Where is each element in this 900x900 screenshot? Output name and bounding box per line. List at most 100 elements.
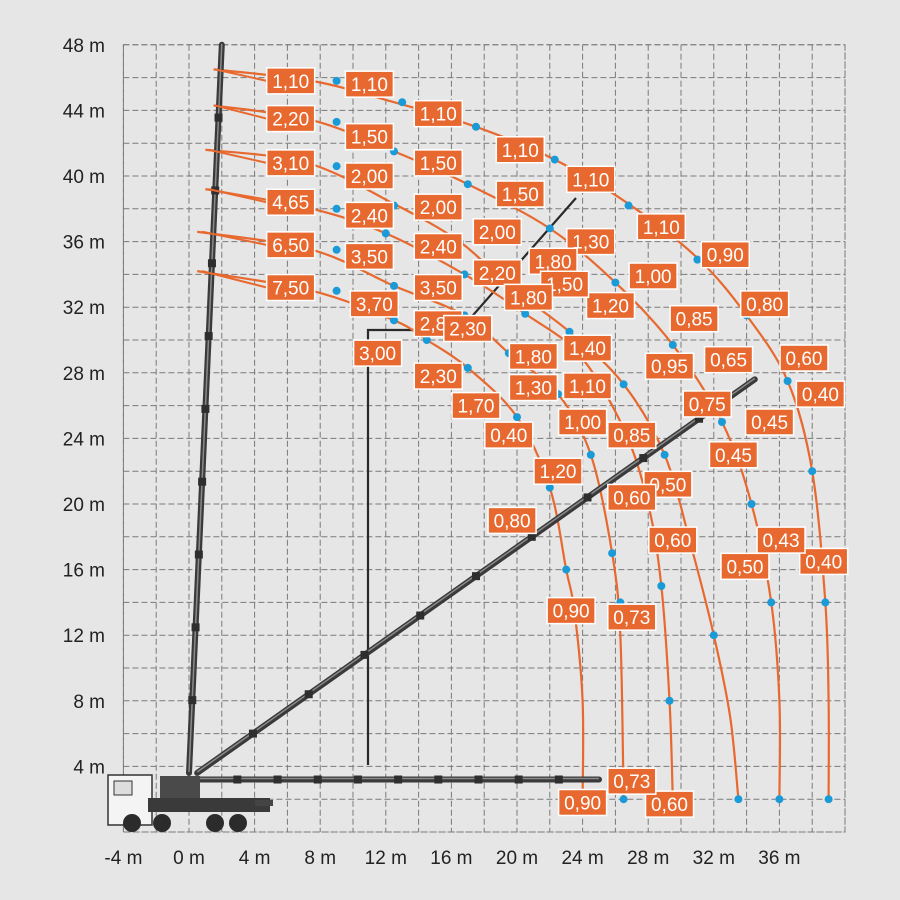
boom-joint: [214, 113, 223, 122]
load-value: 2,40: [420, 238, 457, 259]
load-label-box: [413, 273, 464, 302]
load-value: 0,60: [654, 531, 691, 552]
load-value: 0,73: [613, 608, 650, 629]
load-value: 1,80: [510, 288, 547, 309]
load-value: 1,10: [572, 170, 609, 191]
load-point: [332, 204, 341, 213]
x-tick-label: 36 m: [758, 848, 800, 869]
x-tick-label: -4 m: [104, 848, 142, 869]
load-value: 0,95: [651, 357, 688, 378]
load-label-box: [562, 334, 613, 362]
boom-joint: [434, 775, 443, 784]
load-value: 2,30: [449, 320, 486, 341]
load-point: [608, 549, 617, 558]
load-label-box: [413, 149, 464, 177]
load-label-box: [443, 314, 493, 343]
x-tick-label: 20 m: [496, 848, 538, 869]
load-value: 2,00: [351, 167, 388, 188]
load-value: 1,10: [272, 72, 309, 93]
boom-joint: [233, 775, 242, 784]
load-label-box: [636, 213, 687, 241]
load-value: 0,40: [805, 552, 842, 573]
load-point: [767, 598, 776, 607]
load-point: [472, 122, 480, 131]
load-value: 0,90: [553, 602, 590, 623]
load-value: 1,10: [420, 105, 457, 126]
load-value: 1,00: [564, 413, 601, 434]
load-point: [808, 467, 817, 476]
load-value: 0,90: [564, 793, 601, 814]
y-tick-label: 24 m: [63, 429, 105, 450]
load-label-box: [472, 218, 523, 246]
load-value: 0,40: [802, 385, 839, 406]
truck-outrigger: [255, 800, 273, 806]
load-point: [619, 795, 628, 804]
load-label-box: [533, 457, 583, 485]
load-envelope-curve: [205, 148, 740, 800]
boom-joint: [313, 775, 322, 784]
x-tick-label: 24 m: [561, 848, 603, 869]
load-label-box: [413, 362, 464, 390]
load-value: 1,40: [569, 339, 606, 360]
load-point: [586, 450, 595, 459]
boom-joint: [194, 550, 203, 559]
load-leader: [201, 230, 267, 246]
load-label-box: [669, 304, 719, 333]
load-label-box: [720, 552, 770, 581]
load-label-box: [585, 291, 636, 320]
load-point: [332, 286, 341, 295]
load-label-box: [413, 193, 464, 221]
load-label-box: [798, 547, 849, 576]
load-value: 0,60: [613, 488, 650, 509]
load-point: [332, 245, 341, 254]
load-point: [718, 418, 726, 426]
boom-joint: [248, 729, 257, 738]
truck-window: [113, 780, 133, 796]
boom-joint: [273, 775, 282, 784]
load-value: 1,20: [592, 297, 629, 318]
load-label-box: [344, 242, 395, 271]
load-label-box: [265, 231, 316, 259]
load-label-box: [413, 232, 464, 261]
load-label-box: [265, 104, 316, 133]
load-label-box: [265, 149, 316, 177]
load-label-box: [508, 373, 559, 402]
load-value: 3,70: [356, 295, 393, 316]
y-tick-label: 8 m: [73, 692, 105, 713]
load-value: 0,85: [676, 310, 713, 331]
x-tick-label: 12 m: [365, 848, 407, 869]
load-value: 1,10: [502, 141, 539, 162]
load-point: [624, 201, 633, 210]
load-point: [550, 155, 559, 164]
load-label-box: [607, 603, 657, 631]
load-value: 2,00: [420, 198, 457, 219]
load-value: 1,20: [540, 462, 577, 483]
load-value: 0,60: [651, 795, 688, 816]
load-label-box: [344, 201, 395, 230]
y-tick-label: 44 m: [63, 101, 105, 122]
load-label-box: [607, 483, 657, 512]
x-tick-label: 28 m: [627, 848, 669, 869]
load-value: 0,75: [689, 395, 726, 416]
load-value: 0,73: [613, 772, 650, 793]
y-tick-label: 12 m: [63, 626, 105, 647]
load-point: [657, 582, 666, 590]
load-value: 1,10: [569, 377, 606, 398]
load-point: [521, 309, 530, 318]
truck-wheel: [123, 814, 141, 832]
load-point: [562, 565, 571, 574]
load-value: 0,45: [715, 446, 752, 467]
load-value: 0,45: [751, 413, 788, 434]
load-value: 7,50: [272, 279, 309, 300]
load-label-box: [644, 352, 695, 380]
load-labels: 1,10 1,10 1,10 1,10 1,10 1,10 0,90 0,80 0,60 0,40…: [265, 67, 849, 818]
boom-joint: [695, 414, 704, 423]
y-tick-label: 16 m: [63, 561, 105, 582]
load-point: [665, 696, 674, 705]
load-label-box: [703, 345, 754, 374]
load-value: 2,40: [351, 206, 388, 227]
load-label-box: [566, 165, 616, 194]
load-value: 6,50: [272, 236, 309, 257]
load-point: [821, 598, 830, 607]
